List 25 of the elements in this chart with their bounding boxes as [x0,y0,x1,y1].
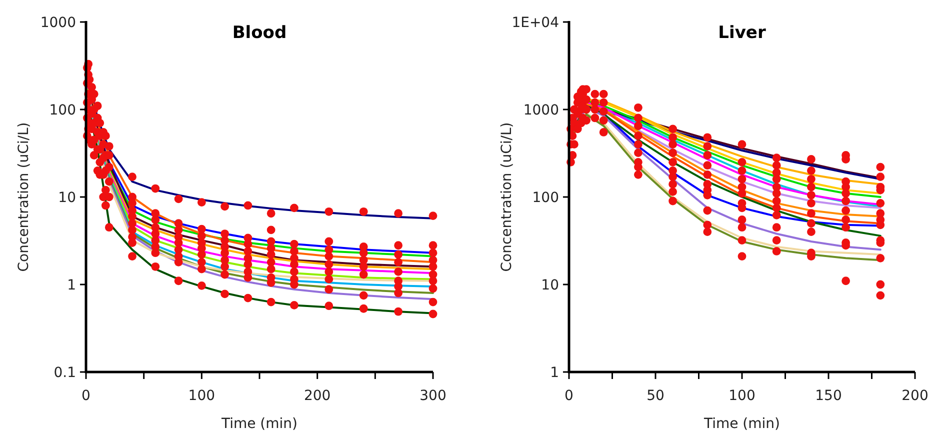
x-tick-label: 150 [815,388,842,404]
chart-title: Blood [232,23,287,43]
y-tick-label: 1E+04 [512,14,560,31]
y-axis-title: Concentration (uCi/L) [16,122,32,272]
x-tick-label: 100 [188,388,216,404]
x-tick-label: 200 [902,388,928,404]
y-axis-title: Concentration (uCi/L) [499,122,515,272]
x-tick-label: 0 [564,388,574,404]
y-tick-label: 0.1 [54,364,76,381]
y-tick-label: 1000 [523,102,559,118]
x-tick-label: 200 [304,388,331,404]
x-tick-label: 0 [82,388,90,404]
y-tick-label: 1 [67,277,76,294]
x-tick-label: 300 [420,388,446,404]
x-axis-title: Time (min) [702,416,780,432]
x-tick-label: 50 [646,388,664,404]
y-tick-label: 10 [58,190,76,206]
y-tick-label: 1 [550,364,559,381]
y-tick-label: 100 [532,190,559,206]
y-tick-label: 100 [49,102,76,118]
chart-title: Liver [718,23,766,43]
y-tick-label: 10 [541,277,559,294]
x-tick-label: 100 [728,388,756,404]
y-tick-label: 1000 [40,14,76,31]
x-axis-title: Time (min) [220,416,298,432]
